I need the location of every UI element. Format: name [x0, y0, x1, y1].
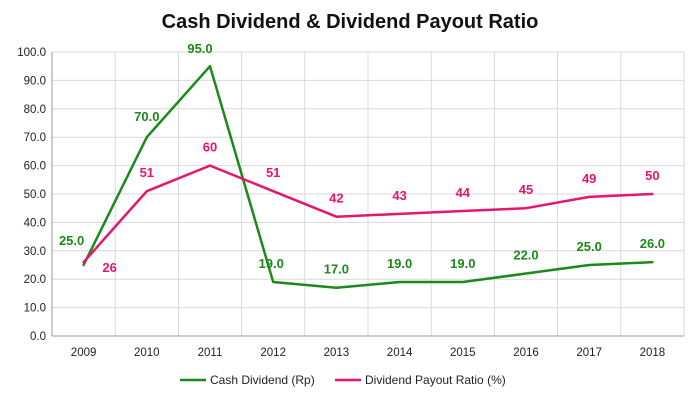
data-label-cash-dividend: 26.0: [640, 236, 665, 251]
data-label-cash-dividend: 19.0: [387, 256, 412, 271]
data-label-cash-dividend: 19.0: [259, 256, 284, 271]
x-tick-label: 2009: [71, 347, 97, 359]
y-tick-label: 10.0: [24, 303, 46, 315]
data-label-payout-ratio: 26: [102, 260, 116, 275]
y-axis: 0.0 10.0 20.0 30.0 40.0 50.0 60.0 70.0 80.0 90.0 1…: [17, 47, 53, 343]
y-tick-label: 90.0: [24, 75, 46, 87]
chart-title: Cash Dividend & Dividend Payout Ratio: [162, 11, 539, 33]
y-tick-label: 100.0: [17, 47, 46, 59]
series-line-payout-ratio: [82, 164, 654, 264]
data-label-payout-ratio: 50: [645, 168, 659, 183]
legend-label: Cash Dividend (Rp): [210, 373, 315, 387]
x-tick-label: 2016: [513, 347, 539, 359]
data-label-cash-dividend: 95.0: [187, 41, 212, 56]
x-tick-label: 2018: [640, 347, 666, 359]
data-label-cash-dividend: 19.0: [450, 256, 475, 271]
y-tick-label: 60.0: [24, 161, 46, 173]
data-label-cash-dividend: 17.0: [324, 262, 349, 277]
x-tick-label: 2015: [450, 347, 476, 359]
series-lines: [82, 64, 654, 289]
y-tick-label: 70.0: [24, 132, 46, 144]
y-tick-label: 20.0: [24, 274, 46, 286]
gridlines: [51, 51, 685, 337]
x-tick-label: 2014: [387, 347, 413, 359]
data-label-payout-ratio: 51: [140, 165, 154, 180]
data-labels: 25.0 70.0 95.0 19.0 17.0 19.0 19.0 22.0 25.0 26.0…: [59, 41, 665, 277]
y-tick-label: 40.0: [24, 217, 46, 229]
data-label-cash-dividend: 22.0: [513, 248, 538, 263]
data-label-payout-ratio: 49: [582, 171, 596, 186]
x-tick-label: 2010: [134, 347, 160, 359]
data-label-payout-ratio: 51: [266, 165, 280, 180]
data-label-cash-dividend: 25.0: [577, 239, 602, 254]
y-tick-label: 80.0: [24, 104, 46, 116]
y-tick-label: 30.0: [24, 246, 46, 258]
data-label-payout-ratio: 60: [203, 140, 217, 155]
data-label-payout-ratio: 43: [392, 188, 406, 203]
y-tick-label: 50.0: [24, 189, 46, 201]
x-tick-label: 2013: [324, 347, 350, 359]
x-tick-label: 2017: [576, 347, 602, 359]
legend: Cash Dividend (Rp) Dividend Payout Ratio …: [180, 373, 506, 387]
legend-label: Dividend Payout Ratio (%): [365, 373, 506, 387]
data-label-payout-ratio: 45: [519, 182, 533, 197]
x-axis: 2009 2010 2011 2012 2013 2014 2015 2016 2017 2018: [52, 335, 684, 359]
data-label-payout-ratio: 44: [456, 185, 471, 200]
data-label-cash-dividend: 25.0: [59, 233, 84, 248]
y-tick-label: 0.0: [30, 331, 46, 343]
data-label-payout-ratio: 42: [329, 191, 343, 206]
x-tick-label: 2011: [198, 347, 223, 359]
series-line-cash-dividend: [82, 64, 654, 289]
data-label-cash-dividend: 70.0: [134, 109, 159, 124]
x-tick-label: 2012: [260, 347, 286, 359]
